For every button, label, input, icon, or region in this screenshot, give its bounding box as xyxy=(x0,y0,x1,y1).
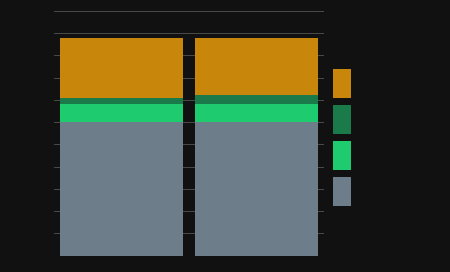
Bar xyxy=(59,122,184,256)
FancyBboxPatch shape xyxy=(333,141,351,170)
Bar xyxy=(59,38,184,98)
Bar xyxy=(194,95,319,104)
Bar xyxy=(194,104,319,122)
FancyBboxPatch shape xyxy=(333,177,351,206)
Bar xyxy=(59,104,184,122)
Bar xyxy=(194,122,319,256)
Bar xyxy=(59,98,184,104)
FancyBboxPatch shape xyxy=(333,69,351,98)
FancyBboxPatch shape xyxy=(333,105,351,134)
Bar xyxy=(194,38,319,95)
